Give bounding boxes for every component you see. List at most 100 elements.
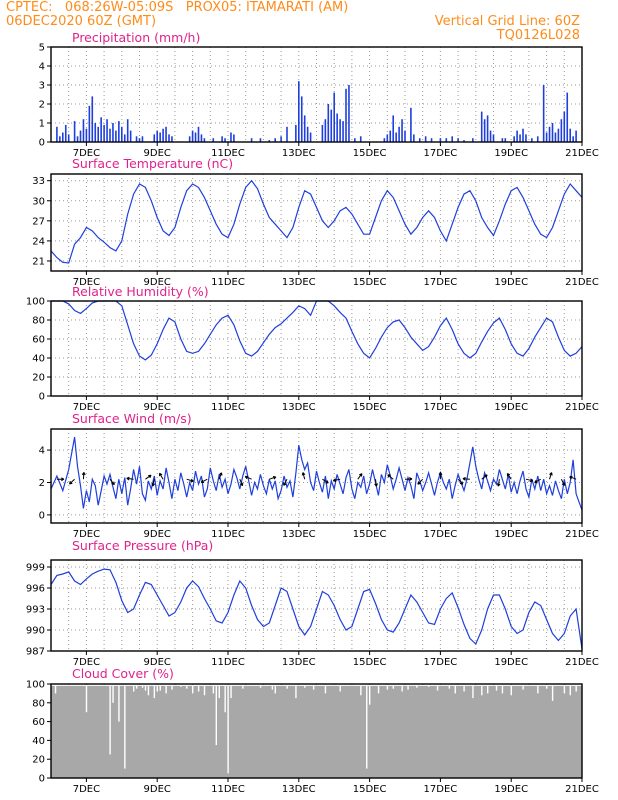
precip-bar xyxy=(548,126,551,142)
y-tick-label: 2 xyxy=(39,478,45,489)
cloud-bar-gap xyxy=(369,685,371,705)
x-tick-label: 17DEC xyxy=(424,277,458,288)
precip-bar xyxy=(483,119,486,142)
panel-title: Surface Wind (m/s) xyxy=(72,411,192,426)
cloud-bar-gap xyxy=(218,685,220,699)
precip-bar xyxy=(395,132,397,142)
precip-bar xyxy=(354,138,356,142)
wind-arrow xyxy=(301,472,306,480)
cloud-bar-gap xyxy=(487,685,489,694)
wind-arrow xyxy=(332,478,341,482)
y-tick-label: 2 xyxy=(39,100,45,111)
precip-bar xyxy=(560,119,563,142)
precip-bar xyxy=(118,121,120,142)
cloud-bar-gap xyxy=(186,685,188,689)
precip-bar xyxy=(522,128,524,142)
x-tick-label: 15DEC xyxy=(353,784,387,795)
y-tick-label: 27 xyxy=(32,216,45,227)
precip-bar xyxy=(386,134,389,142)
precip-bar xyxy=(557,128,560,142)
wind-arrow xyxy=(322,478,329,484)
precip-bar xyxy=(295,124,297,142)
precip-bar xyxy=(531,138,533,142)
precip-bar xyxy=(203,138,206,142)
cloud-bar-gap xyxy=(141,685,144,688)
x-tick-label: 15DEC xyxy=(353,402,387,413)
y-tick-label: 80 xyxy=(32,316,45,327)
wind-arrow xyxy=(374,479,378,487)
precip-bar xyxy=(504,138,507,142)
precip-bar xyxy=(67,134,70,142)
cloud-bar-gap xyxy=(510,685,512,696)
wind-arrow xyxy=(109,478,115,486)
cloud-bar-gap xyxy=(551,685,554,701)
x-tick-label: 11DEC xyxy=(211,277,245,288)
cloud-bar-gap xyxy=(180,685,182,687)
panel-3: Surface Wind (m/s) xyxy=(47,411,583,527)
precip-bar xyxy=(439,138,442,142)
precip-bar xyxy=(171,136,173,142)
series-line xyxy=(50,436,583,511)
x-tick-label: 13DEC xyxy=(282,784,316,795)
precip-bar xyxy=(516,130,518,142)
precip-bar xyxy=(129,130,132,142)
y-tick-label: 999 xyxy=(26,563,45,574)
precip-bar xyxy=(88,105,91,142)
cloud-bar-gap xyxy=(312,685,315,690)
cloud-bar-gap xyxy=(153,685,156,699)
precip-bar xyxy=(103,124,105,142)
wind-arrow xyxy=(438,471,443,480)
precip-bar xyxy=(188,136,191,142)
precip-bar xyxy=(424,136,427,142)
wind-arrow xyxy=(404,477,413,481)
wind-arrow xyxy=(269,476,277,480)
precip-bar xyxy=(121,126,123,142)
x-tick-label: 15DEC xyxy=(353,529,387,540)
precip-bar xyxy=(165,126,167,142)
cloud-bar-gap xyxy=(436,685,439,691)
cloud-bar-gap xyxy=(569,685,571,696)
y-tick-label: 33 xyxy=(32,176,45,187)
cloud-bar-gap xyxy=(259,685,262,688)
precip-bar xyxy=(79,130,82,142)
precip-bar xyxy=(123,134,126,142)
x-tick-label: 13DEC xyxy=(282,277,316,288)
wind-arrow xyxy=(186,478,194,483)
wind-arrow xyxy=(357,473,363,480)
precip-bar xyxy=(94,123,97,142)
wind-arrow xyxy=(283,478,288,486)
header-model-id: TQ0126L028 xyxy=(496,28,580,43)
x-tick-label: 13DEC xyxy=(282,402,316,413)
wind-arrow xyxy=(69,478,75,485)
cloud-bar-gap xyxy=(271,685,274,690)
precip-bar xyxy=(156,130,158,142)
x-tick-label: 11DEC xyxy=(211,529,245,540)
precip-bar xyxy=(389,130,392,142)
precip-bar xyxy=(542,85,545,142)
panel-title: Precipitation (mm/h) xyxy=(72,30,200,45)
precip-bar xyxy=(56,126,58,142)
precip-bar xyxy=(153,134,156,142)
cloud-bar-gap xyxy=(242,685,244,689)
y-tick-label: 80 xyxy=(32,698,45,709)
precip-bar xyxy=(451,136,453,142)
wind-arrow xyxy=(569,475,577,480)
precip-bar xyxy=(138,138,141,142)
x-tick-label: 9DEC xyxy=(144,277,171,288)
x-tick-label: 13DEC xyxy=(282,148,316,159)
precip-bar xyxy=(398,126,400,142)
x-tick-label: 11DEC xyxy=(211,148,245,159)
y-tick-label: 40 xyxy=(32,736,45,747)
precip-bar xyxy=(303,115,306,142)
precip-bar xyxy=(100,117,102,142)
precip-bar xyxy=(324,119,327,142)
y-tick-label: 24 xyxy=(32,236,45,247)
x-tick-label: 15DEC xyxy=(353,657,387,668)
cloud-bar-gap xyxy=(286,685,288,689)
precip-bar xyxy=(519,134,521,142)
precip-bar xyxy=(135,136,138,142)
wind-arrow xyxy=(244,475,252,480)
precip-bar xyxy=(486,115,489,142)
cloud-bar-gap xyxy=(112,685,114,703)
precip-bar xyxy=(309,132,312,142)
